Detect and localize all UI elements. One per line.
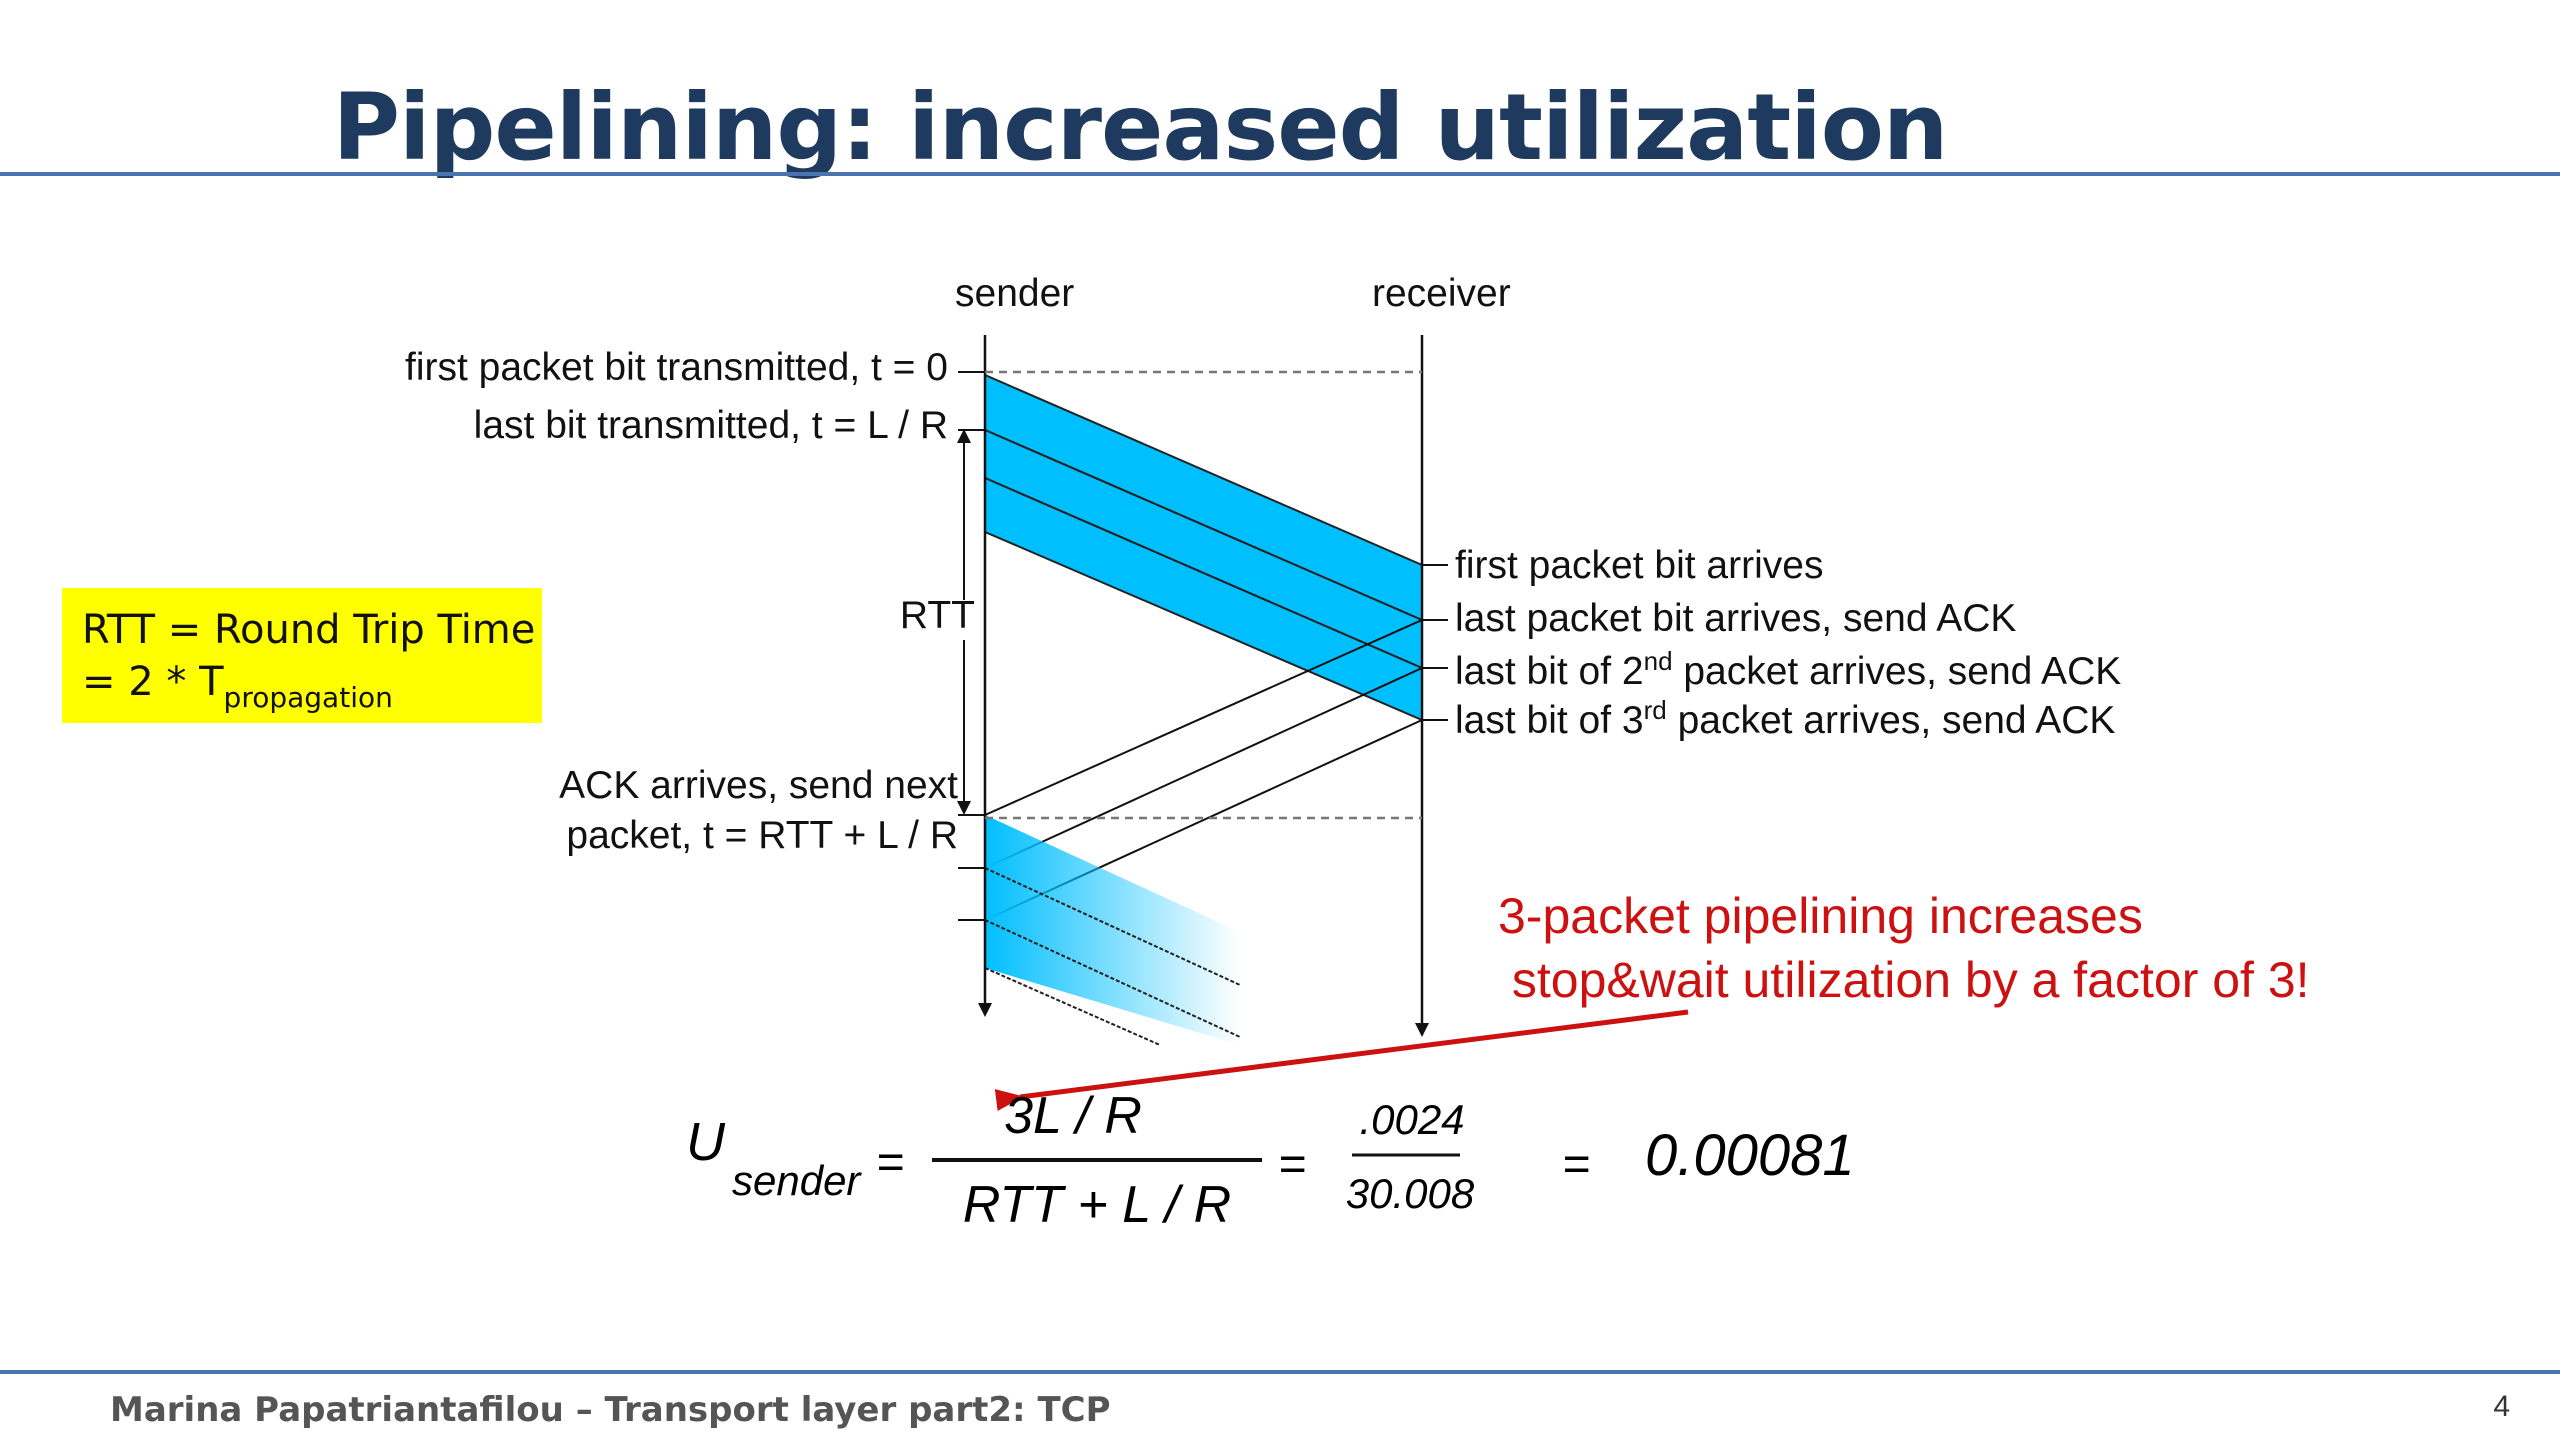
sender-label: sender — [955, 272, 1074, 315]
formula-result: 0.00081 — [1645, 1123, 1855, 1188]
formula-denominator-2: 30.008 — [1346, 1170, 1475, 1217]
next-packet-edge-1 — [984, 867, 1241, 986]
last-arrives-label: last packet bit arrives, send ACK — [1455, 597, 2016, 640]
page-number: 4 — [2493, 1390, 2510, 1423]
formula-equals-3: = — [1562, 1138, 1590, 1191]
ack-line-2 — [984, 667, 1423, 869]
last-bit-label: last bit transmitted, t = L / R — [474, 404, 948, 447]
ack-arrives-label-line2: packet, t = RTT + L / R — [566, 814, 958, 857]
title-divider — [0, 172, 2560, 176]
rtt-definition-line2: = 2 * Tpropagation — [82, 656, 542, 724]
formula-denominator-1: RTT + L / R — [963, 1176, 1231, 1234]
footer-divider — [0, 1370, 2560, 1374]
pipelining-callout: 3-packet pipelining increases stop&wait … — [1498, 888, 2310, 1008]
rtt-definition-prefix: = 2 * T — [82, 659, 224, 705]
next-packet-band-1 — [985, 815, 1240, 985]
next-packet-band-2 — [985, 868, 1240, 1037]
first-bit-label: first packet bit transmitted, t = 0 — [405, 346, 948, 389]
next-packet-band-3 — [985, 920, 1240, 1045]
ack-arrives-label-line1: ACK arrives, send next — [559, 764, 958, 807]
formula-u-subscript: sender — [732, 1157, 862, 1204]
slide-title: Pipelining: increased utilization — [332, 74, 1949, 181]
footer-author-topic: Marina Papatriantafilou – Transport laye… — [110, 1390, 1111, 1430]
formula-numerator-1: 3L / R — [1004, 1087, 1142, 1145]
first-arrives-label: first packet bit arrives — [1455, 544, 1823, 587]
formula-equals-1: = — [876, 1136, 904, 1189]
callout-arrow — [994, 1009, 1689, 1111]
formula-equals-2: = — [1278, 1138, 1306, 1191]
next-packet-edge-2 — [984, 919, 1241, 1038]
rtt-definition-line1: RTT = Round Trip Time — [82, 607, 536, 653]
rtt-definition-subscript: propagation — [223, 681, 393, 714]
third-arrives-label: last bit of 3rd packet arrives, send ACK — [1455, 695, 2115, 742]
formula-u: U — [686, 1112, 726, 1172]
receiver-label: receiver — [1372, 272, 1511, 315]
ack-line-1 — [984, 619, 1423, 816]
rtt-definition-box: RTT = Round Trip Time = 2 * Tpropagation — [62, 588, 542, 723]
rtt-label: RTT — [900, 594, 975, 637]
next-packet-edge-3 — [984, 967, 1161, 1046]
second-arrives-label: last bit of 2nd packet arrives, send ACK — [1455, 646, 2121, 693]
formula-numerator-2: .0024 — [1359, 1096, 1464, 1143]
